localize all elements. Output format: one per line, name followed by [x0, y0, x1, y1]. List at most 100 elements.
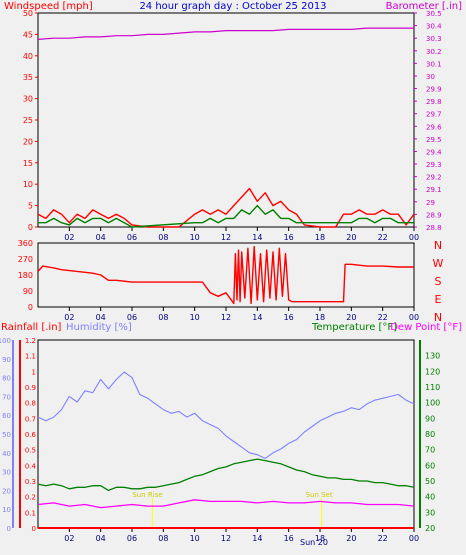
bottom-xtick-label: 16: [284, 534, 294, 543]
wind-ytick-label: 5: [28, 202, 33, 211]
wind-ytick-label: 25: [23, 116, 33, 125]
temp-ytick-label: 30: [425, 508, 435, 517]
compass-label: E: [435, 293, 442, 306]
mid-xtick-label: 10: [190, 313, 200, 322]
bottom-xtick-label: 00: [409, 534, 419, 543]
rain-ytick-label: 0.7: [25, 415, 36, 423]
top-xtick-label: 04: [96, 233, 106, 242]
wind-ytick-label: 0: [28, 223, 33, 232]
top-xtick-label: 22: [378, 233, 388, 242]
mid-xtick-label: 18: [315, 313, 325, 322]
gust-line: [38, 204, 414, 228]
wind-ytick-label: 10: [23, 180, 33, 189]
baro-ytick-label: 30: [426, 73, 435, 81]
chart-title: 24 hour graph day : October 25 2013: [139, 1, 326, 12]
rain-ytick-label: 0.2: [25, 494, 36, 502]
temp-ytick-label: 20: [425, 524, 435, 533]
humidity-ytick-label: 0: [7, 525, 11, 533]
windspeed-line: [37, 187, 415, 228]
wind-ytick-label: 45: [23, 30, 33, 39]
compass-label: S: [435, 275, 442, 288]
temp-ytick-label: 120: [425, 367, 440, 376]
bottom-xtick-label: 06: [127, 534, 137, 543]
dewpoint-line: [37, 499, 415, 509]
dewpoint-axis-title: Dew Point [°F]: [390, 322, 462, 333]
temp-ytick-label: 100: [425, 399, 440, 408]
wind-axis-title: Windspeed [mph]: [4, 1, 93, 12]
temp-plot-area: [37, 339, 415, 529]
direction-ytick-label: 90: [23, 287, 33, 296]
bottom-xtick-label: 22: [378, 534, 388, 543]
temp-ytick-label: 130: [425, 352, 440, 361]
top-xtick-label: 14: [252, 233, 262, 242]
humidity-ytick-label: 90: [2, 356, 11, 364]
bottom-xtick-label: 14: [252, 534, 262, 543]
mid-xtick-label: 16: [284, 313, 294, 322]
mid-xtick-label: 14: [252, 313, 262, 322]
temp-ytick-label: 40: [425, 493, 435, 502]
humidity-axis-title: Humidity [%]: [66, 322, 132, 333]
humidity-ytick-label: 80: [2, 375, 11, 383]
baro-ytick-label: 29.5: [426, 136, 442, 144]
rain-ytick-label: 1.2: [25, 337, 36, 345]
mid-xtick-label: 00: [409, 313, 419, 322]
wind-baro-plot-area: [37, 12, 415, 228]
temp-ytick-label: 50: [425, 477, 435, 486]
wind-ytick-label: 30: [23, 95, 33, 104]
mid-xtick-label: 22: [378, 313, 388, 322]
rain-ytick-label: 0.4: [25, 462, 37, 470]
rain-axis-title: Rainfall [.in]: [1, 322, 62, 333]
rain-ytick-label: 0: [32, 525, 36, 533]
rain-ytick-label: 0.6: [25, 431, 37, 439]
bottom-xtick-label: 20: [346, 534, 356, 543]
top-xtick-label: 06: [127, 233, 137, 242]
top-xtick-label: 02: [64, 233, 74, 242]
baro-ytick-label: 30.4: [426, 23, 442, 31]
compass-label: N: [434, 239, 442, 252]
rain-ytick-label: 0.3: [25, 478, 36, 486]
direction-ytick-label: 270: [18, 255, 33, 264]
humidity-ytick-label: 40: [2, 450, 11, 458]
wind-ytick-label: 40: [23, 52, 33, 61]
mid-xtick-label: 04: [96, 313, 106, 322]
top-xtick-label: 18: [315, 233, 325, 242]
top-xtick-label: 20: [346, 233, 356, 242]
bottom-xtick-label: 04: [96, 534, 106, 543]
top-xtick-label: 16: [284, 233, 294, 242]
wind-ytick-label: 35: [23, 73, 33, 82]
humidity-ytick-label: 20: [2, 487, 11, 495]
humidity-ytick-label: 10: [2, 506, 11, 514]
temp-axis-title: Temperature [°F]: [311, 322, 397, 333]
bottom-xtick-label: 12: [221, 534, 231, 543]
mid-xtick-label: 08: [158, 313, 168, 322]
wind-ytick-label: 15: [23, 159, 33, 168]
baro-ytick-label: 29.4: [426, 148, 442, 156]
humidity-ytick-label: 60: [2, 412, 11, 420]
direction-ytick-label: 0: [28, 303, 33, 312]
baro-ytick-label: 29.7: [426, 111, 442, 119]
baro-ytick-label: 29.6: [426, 123, 442, 131]
direction-ytick-label: 360: [18, 239, 33, 248]
sunset-label: Sun Set: [306, 491, 333, 499]
baro-ytick-label: 29.3: [426, 161, 442, 169]
top-xtick-label: 12: [221, 233, 231, 242]
rain-ytick-label: 0.1: [25, 509, 36, 517]
wind-direction-line: [37, 245, 414, 305]
baro-axis-title: Barometer [.in]: [386, 1, 462, 12]
baro-ytick-label: 29.2: [426, 174, 442, 182]
top-xtick-label: 00: [409, 233, 419, 242]
mid-xtick-label: 06: [127, 313, 137, 322]
humidity-ytick-label: 50: [2, 431, 11, 439]
top-xtick-label: 10: [190, 233, 200, 242]
wind-ytick-label: 20: [23, 137, 33, 146]
mid-xtick-label: 20: [346, 313, 356, 322]
temp-ytick-label: 60: [425, 461, 435, 470]
humidity-ytick-label: 70: [2, 393, 11, 401]
sun-label: Sun 20: [300, 538, 328, 547]
rain-ytick-label: 1: [32, 368, 36, 376]
bottom-xtick-label: 10: [190, 534, 200, 543]
temp-ytick-label: 90: [425, 414, 435, 423]
rain-ytick-label: 1.1: [25, 353, 36, 361]
